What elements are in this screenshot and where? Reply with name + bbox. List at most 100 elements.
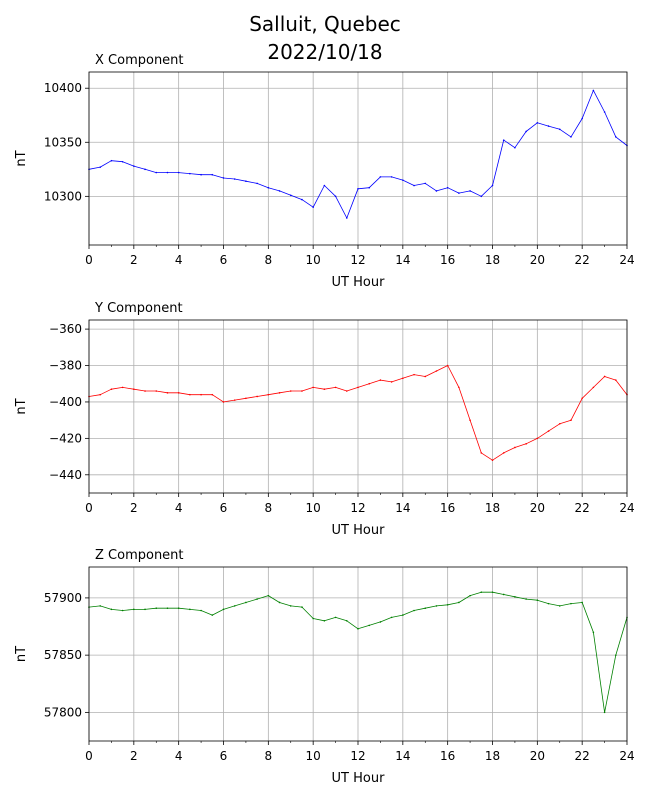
x-tick-label: 24 [619,501,634,515]
data-point [211,393,214,396]
data-point [581,117,583,120]
data-point [189,393,191,396]
data-point [570,602,572,605]
data-point [211,173,214,176]
data-point [446,186,449,189]
data-point [144,608,146,611]
data-point [312,617,314,620]
data-point [121,386,124,389]
data-point [458,601,460,604]
data-point [502,139,505,141]
panel-title: Y Component [94,301,183,316]
x-tick-label: 0 [85,253,93,267]
x-tick-label: 24 [619,749,634,763]
x-tick-label: 18 [485,501,500,515]
data-point [121,160,124,163]
x-tick-label: 2 [130,749,138,763]
data-point [491,184,494,187]
data-point [558,423,561,425]
data-point [547,430,550,432]
data-point [458,192,460,194]
data-point [525,598,527,600]
data-point [278,601,281,604]
data-point [323,620,326,622]
data-point [469,190,471,192]
data-point [446,603,449,606]
data-point [357,386,359,389]
data-point [155,607,158,610]
data-point [525,443,527,445]
data-point [110,159,113,162]
data-point [301,390,303,392]
panel-title: X Component [95,53,184,68]
data-point [502,593,505,596]
x-tick-label: 6 [220,749,228,763]
x-tick-label: 4 [175,749,183,763]
plot-frame [88,319,628,494]
x-tick-label: 20 [530,749,545,763]
data-point [379,621,382,623]
data-point [267,594,270,597]
figure-title: Salluit, Quebec [249,12,401,36]
x-tick-label: 18 [485,253,500,267]
data-point [245,601,247,604]
data-point [144,168,146,171]
x-axis-label: UT Hour [332,523,386,538]
x-tick-label: 16 [440,749,455,763]
data-point [368,382,371,385]
data-point [536,122,539,124]
data-point [424,607,427,610]
data-point [570,136,572,138]
data-point [514,446,516,449]
data-point [200,393,202,396]
data-point [110,608,113,611]
y-axis-label: nT [14,646,29,662]
x-tick-label: 12 [350,253,365,267]
x-tick-label: 0 [85,501,93,515]
panel-title: Z Component [95,548,184,563]
x-tick-label: 14 [395,501,410,515]
data-point [323,184,326,187]
x-tick-label: 14 [395,253,410,267]
data-point [245,180,247,183]
y-tick-label: 10300 [44,189,82,203]
data-point [379,379,382,381]
x-tick-label: 4 [175,501,183,515]
data-point [334,386,337,389]
y-tick-label: 10400 [44,81,82,95]
data-point [413,184,415,187]
data-point [155,390,158,392]
data-point [402,179,404,181]
data-point [480,591,483,593]
y-axis-label: nT [14,398,29,414]
data-point [435,605,438,607]
x-tick-label: 16 [440,501,455,515]
data-point [614,136,617,138]
y-tick-label: −380 [49,359,82,373]
data-point [469,419,471,421]
plot-frame [88,71,628,246]
data-point [603,375,606,378]
x-tick-label: 14 [395,749,410,763]
data-point [603,711,606,714]
data-point [480,195,483,198]
x-tick-label: 22 [575,501,590,515]
data-point [289,605,292,607]
x-tick-label: 12 [350,749,365,763]
data-point [525,130,527,133]
data-point [155,171,158,174]
data-point [256,395,258,398]
data-point [413,373,415,376]
data-point [233,178,236,180]
data-point [379,176,382,178]
data-point [357,187,359,190]
data-point [458,386,460,389]
data-point [312,386,314,389]
x-tick-label: 6 [220,253,228,267]
x-tick-label: 8 [265,253,273,267]
data-point [334,195,337,198]
data-point [200,609,202,612]
y-axis-label: nT [14,150,29,166]
y-tick-label: −360 [49,322,82,336]
